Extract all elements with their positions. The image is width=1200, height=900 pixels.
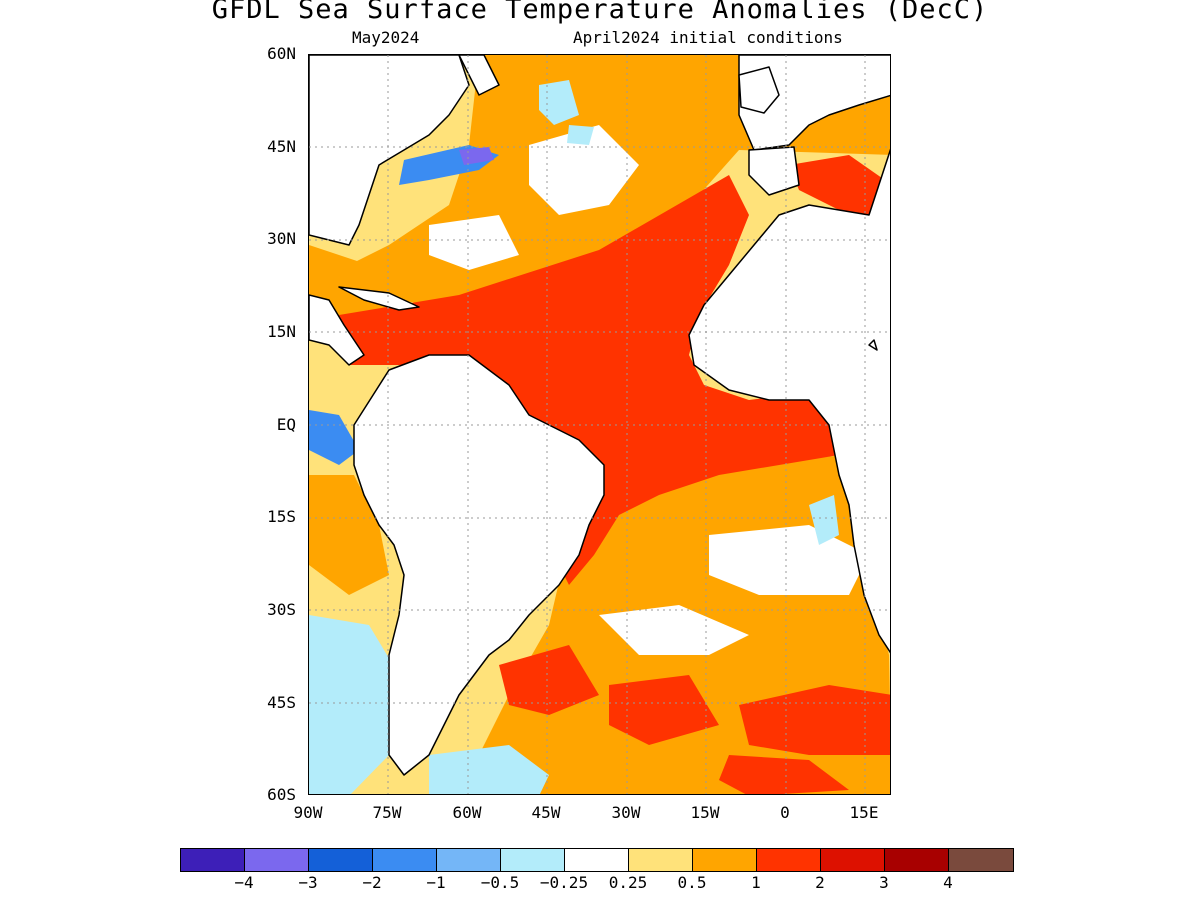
anomaly-red-south-patch-3 bbox=[739, 685, 890, 755]
lon-label: 45W bbox=[531, 803, 561, 822]
lat-label: 15S bbox=[267, 507, 296, 526]
colorbar-tick-label: 1 bbox=[751, 873, 761, 892]
lon-label: 75W bbox=[372, 803, 402, 822]
anomaly-blue-pacific-eq bbox=[309, 410, 359, 465]
colorbar-tick-label: 4 bbox=[943, 873, 953, 892]
colorbar-tick-label: −3 bbox=[298, 873, 318, 892]
land-masses bbox=[309, 55, 890, 776]
land-british-isles bbox=[738, 66, 780, 114]
anomaly-red-south-patch-4 bbox=[719, 755, 849, 794]
lat-label: 60N bbox=[267, 44, 296, 63]
colorbar-tick-label: 2 bbox=[815, 873, 825, 892]
anomaly-red-south-patch-1 bbox=[499, 645, 599, 715]
lat-label: 15N bbox=[267, 322, 296, 341]
land-south-america bbox=[353, 354, 605, 776]
anomaly-light-blue-north bbox=[539, 80, 579, 125]
land-iberia bbox=[748, 146, 800, 196]
colorbar-swatch bbox=[373, 849, 437, 871]
colorbar-tick-label: −0.5 bbox=[480, 873, 520, 892]
anomaly-light-blue-pacific-south bbox=[309, 615, 399, 794]
colorbar-swatch bbox=[501, 849, 565, 871]
map-title: GFDL Sea Surface Temperature Anomalies (… bbox=[211, 0, 989, 25]
colorbar-swatch bbox=[309, 849, 373, 871]
colorbar-tick-label: −4 bbox=[234, 873, 254, 892]
sst-anomaly-map bbox=[308, 54, 891, 795]
anomaly-white-patch-4 bbox=[429, 215, 519, 270]
colorbar-tick-label: 0.25 bbox=[608, 873, 648, 892]
colorbar-swatch bbox=[693, 849, 757, 871]
anomaly-light-blue-benguela bbox=[809, 495, 839, 545]
colorbar-swatch bbox=[245, 849, 309, 871]
anomaly-white-patch-1 bbox=[709, 525, 869, 595]
colorbar-tick-label: −0.25 bbox=[539, 873, 589, 892]
lat-label: EQ bbox=[276, 415, 296, 434]
forecast-month-label: May2024 bbox=[352, 28, 420, 47]
land-africa bbox=[688, 148, 890, 654]
lon-label: 30W bbox=[611, 803, 641, 822]
anomaly-red-tropical-band bbox=[339, 175, 839, 585]
lat-label: 30N bbox=[267, 229, 296, 248]
colorbar-swatch bbox=[821, 849, 885, 871]
lon-label: 15E bbox=[849, 803, 879, 822]
colorbar-tick-label: 3 bbox=[879, 873, 889, 892]
colorbar-swatch bbox=[757, 849, 821, 871]
colorbar-tick-label: −2 bbox=[362, 873, 382, 892]
colorbar bbox=[180, 848, 1014, 872]
land-madagascar bbox=[868, 339, 878, 351]
lon-label: 0 bbox=[780, 803, 790, 822]
colorbar-swatch bbox=[885, 849, 949, 871]
colorbar-swatch bbox=[565, 849, 629, 871]
map-canvas bbox=[309, 55, 890, 794]
land-greenland bbox=[458, 55, 500, 96]
anomaly-red-mediterranean bbox=[789, 155, 890, 225]
colorbar-tick-label: −1 bbox=[426, 873, 446, 892]
anomaly-light-blue-north-2 bbox=[567, 125, 594, 145]
map-gridlines bbox=[309, 55, 890, 794]
colorbar-swatch bbox=[949, 849, 1013, 871]
lon-label: 60W bbox=[452, 803, 482, 822]
anomaly-red-south-patch-2 bbox=[609, 675, 719, 745]
lat-label: 60S bbox=[267, 785, 296, 804]
lat-label: 45S bbox=[267, 693, 296, 712]
land-europe bbox=[738, 55, 890, 151]
colorbar-tick-label: 0.5 bbox=[677, 873, 707, 892]
colorbar-swatch bbox=[437, 849, 501, 871]
land-cuba bbox=[338, 286, 420, 311]
anomaly-light-blue-drake bbox=[429, 745, 549, 794]
lon-label: 90W bbox=[293, 803, 323, 822]
colorbar-swatch bbox=[181, 849, 245, 871]
lon-label: 15W bbox=[690, 803, 720, 822]
anomaly-white-patch-2 bbox=[599, 605, 749, 655]
lat-label: 30S bbox=[267, 600, 296, 619]
lat-label: 45N bbox=[267, 137, 296, 156]
colorbar-swatch bbox=[629, 849, 693, 871]
land-central-america bbox=[309, 294, 365, 366]
initial-conditions-label: April2024 initial conditions bbox=[573, 28, 843, 47]
